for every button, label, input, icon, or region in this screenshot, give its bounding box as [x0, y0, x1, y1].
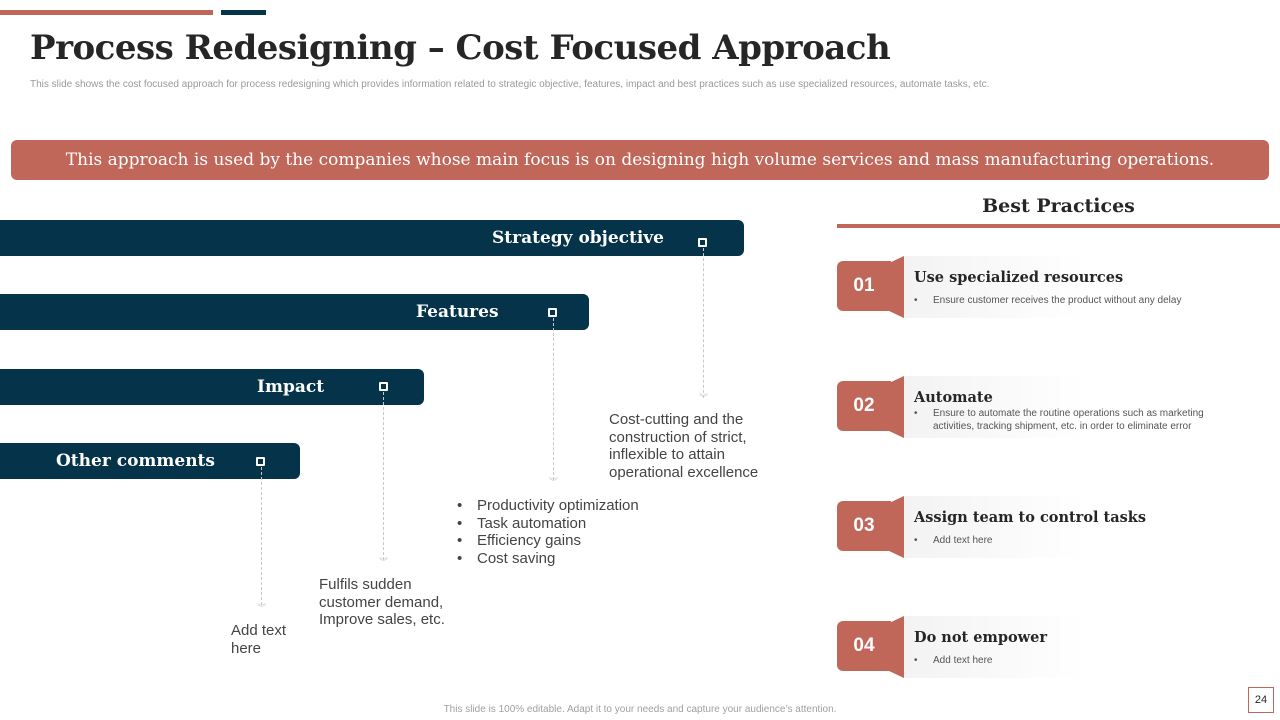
best-practice-item: 03 Assign team to control tasks Add text… [837, 496, 1280, 558]
bar-label: Impact [257, 377, 325, 397]
chevron-down-icon: ︾ [257, 603, 267, 613]
bar-label: Strategy objective [492, 228, 665, 248]
item-number: 01 [837, 261, 891, 311]
connector-node [548, 308, 557, 317]
bar-strategy-objective: Strategy objective [0, 220, 744, 256]
best-practices-title: Best Practices [982, 195, 1135, 217]
item-tab [888, 616, 904, 678]
connector-line [703, 248, 704, 398]
page-title: Process Redesigning – Cost Focused Appro… [30, 28, 891, 68]
other-comments-detail: Add text here [231, 622, 287, 657]
item-title: Automate [914, 389, 993, 406]
connector-line [553, 318, 554, 480]
item-description: Add text here [914, 534, 1234, 547]
item-title: Do not empower [914, 629, 1047, 646]
page-subtitle: This slide shows the cost focused approa… [30, 79, 990, 90]
item-description: Ensure to automate the routine operation… [914, 407, 1234, 433]
bar-impact: Impact [0, 369, 424, 405]
impact-detail: Fulfils sudden customer demand, Improve … [319, 576, 445, 628]
item-card [904, 256, 1084, 318]
item-card [904, 496, 1084, 558]
connector-node [698, 238, 707, 247]
list-item: Task automation [457, 515, 639, 533]
bar-other-comments: Other comments [0, 443, 300, 479]
best-practices-divider [837, 224, 1280, 228]
item-tab [888, 376, 904, 438]
item-description: Ensure customer receives the product wit… [914, 294, 1234, 307]
chevron-down-icon: ︾ [699, 393, 709, 403]
item-title: Use specialized resources [914, 269, 1124, 286]
approach-banner: This approach is used by the companies w… [11, 140, 1269, 180]
chevron-down-icon: ︾ [549, 477, 559, 487]
item-number: 03 [837, 501, 891, 551]
connector-node [256, 457, 265, 466]
item-tab [888, 256, 904, 318]
best-practice-item: 04 Do not empower Add text here [837, 616, 1280, 678]
item-card [904, 616, 1084, 678]
chevron-down-icon: ︾ [379, 557, 389, 567]
connector-node [379, 382, 388, 391]
item-number: 02 [837, 381, 891, 431]
item-description: Add text here [914, 654, 1234, 667]
best-practice-item: 02 Automate Ensure to automate the routi… [837, 376, 1280, 438]
connector-line [261, 467, 262, 605]
bar-label: Features [416, 302, 499, 322]
item-title: Assign team to control tasks [914, 509, 1147, 526]
strategy-objective-detail: Cost-cutting and the construction of str… [609, 411, 759, 481]
top-accent-bar [0, 10, 213, 15]
bar-features: Features [0, 294, 589, 330]
list-item: Efficiency gains [457, 532, 639, 550]
page-number: 24 [1248, 687, 1274, 713]
features-list: Productivity optimization Task automatio… [457, 497, 639, 567]
banner-text: This approach is used by the companies w… [65, 150, 1215, 170]
list-item: Productivity optimization [457, 497, 639, 515]
footer-note: This slide is 100% editable. Adapt it to… [443, 704, 837, 715]
best-practice-item: 01 Use specialized resources Ensure cust… [837, 256, 1280, 318]
top-dark-bar [221, 10, 266, 15]
bar-label: Other comments [56, 451, 215, 471]
item-number: 04 [837, 621, 891, 671]
item-tab [888, 496, 904, 558]
list-item: Cost saving [457, 550, 639, 568]
connector-line [383, 392, 384, 560]
